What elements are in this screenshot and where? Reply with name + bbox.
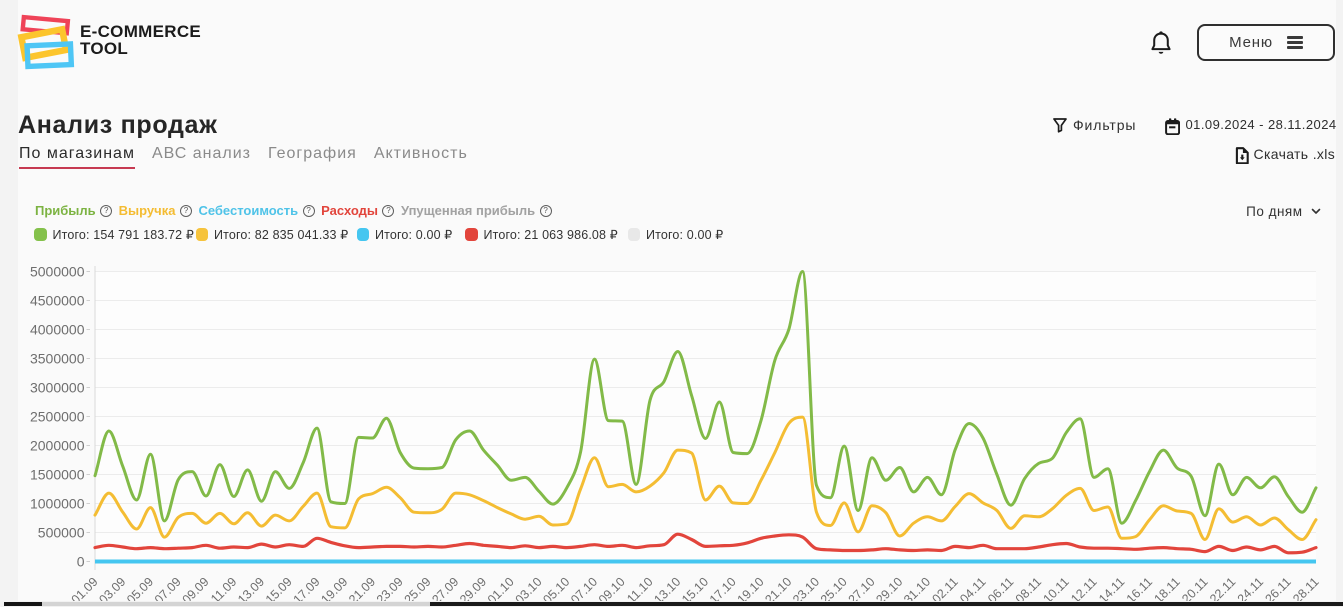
svg-text:4000000: 4000000 xyxy=(30,321,85,337)
svg-text:3000000: 3000000 xyxy=(30,379,85,395)
svg-text:1000000: 1000000 xyxy=(30,495,85,511)
svg-text:500000: 500000 xyxy=(38,524,85,540)
svg-text:2500000: 2500000 xyxy=(30,408,85,424)
svg-text:2000000: 2000000 xyxy=(30,437,85,453)
svg-text:1500000: 1500000 xyxy=(30,466,85,482)
svg-text:4500000: 4500000 xyxy=(30,292,85,308)
svg-text:0: 0 xyxy=(77,553,85,569)
svg-text:5000000: 5000000 xyxy=(30,263,85,279)
svg-text:3500000: 3500000 xyxy=(30,350,85,366)
